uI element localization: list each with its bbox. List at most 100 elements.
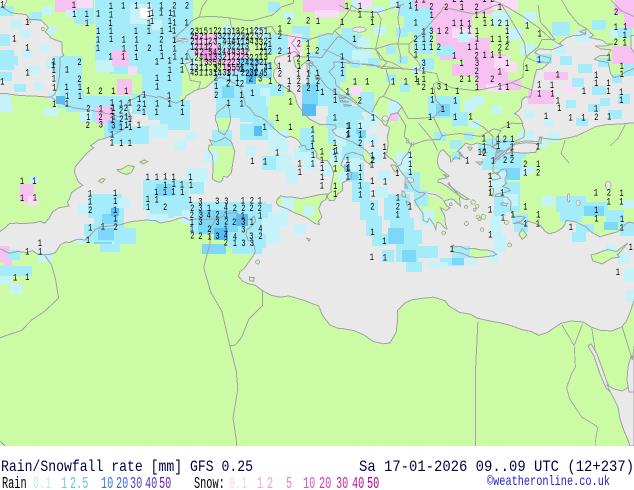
svg-text:1: 1 [209, 52, 213, 64]
svg-text:1: 1 [195, 36, 199, 48]
svg-text:2: 2 [607, 188, 611, 200]
svg-text:1: 1 [557, 103, 561, 115]
svg-text:1: 1 [168, 65, 172, 77]
svg-text:4: 4 [258, 224, 262, 236]
svg-text:2: 2 [236, 31, 240, 43]
svg-text:2: 2 [194, 42, 198, 54]
svg-text:1: 1 [185, 0, 189, 4]
svg-text:1: 1 [38, 246, 42, 258]
svg-text:1: 1 [383, 176, 387, 188]
svg-text:1: 1 [488, 230, 492, 242]
svg-text:1: 1 [240, 98, 244, 110]
svg-text:1: 1 [190, 224, 194, 236]
svg-text:2: 2 [437, 42, 441, 54]
svg-text:1: 1 [109, 0, 113, 3]
svg-text:1: 1 [134, 26, 138, 38]
svg-text:2: 2 [250, 31, 254, 43]
svg-text:1: 1 [65, 98, 69, 110]
svg-text:1: 1 [491, 155, 495, 167]
svg-text:2: 2 [241, 31, 245, 43]
svg-text:1: 1 [167, 73, 171, 85]
svg-text:4: 4 [218, 68, 222, 80]
svg-text:2: 2 [224, 217, 228, 229]
svg-text:5: 5 [208, 47, 212, 59]
svg-text:1: 1 [51, 60, 55, 72]
svg-text:1: 1 [20, 176, 24, 188]
svg-text:2: 2 [263, 42, 267, 54]
svg-text:3: 3 [224, 196, 228, 208]
svg-text:2: 2 [278, 46, 282, 58]
svg-text:1: 1 [268, 61, 272, 73]
svg-text:1: 1 [188, 195, 192, 207]
svg-text:1: 1 [510, 141, 514, 153]
svg-text:1: 1 [483, 50, 487, 62]
svg-text:1: 1 [241, 62, 245, 74]
svg-text:1: 1 [453, 112, 457, 124]
svg-text:5: 5 [204, 26, 208, 38]
svg-text:5: 5 [213, 57, 217, 69]
svg-text:1: 1 [172, 26, 176, 38]
svg-text:1: 1 [496, 141, 500, 153]
svg-text:2: 2 [114, 222, 118, 234]
svg-text:1: 1 [250, 156, 254, 168]
svg-text:2: 2 [215, 209, 219, 221]
svg-text:1: 1 [146, 202, 150, 214]
svg-text:2: 2 [258, 203, 262, 215]
svg-text:2: 2 [214, 90, 218, 102]
svg-text:1: 1 [223, 26, 227, 38]
svg-text:2: 2 [594, 112, 598, 124]
svg-text:1: 1 [607, 52, 611, 64]
svg-text:2: 2 [498, 42, 502, 54]
svg-text:3: 3 [245, 41, 249, 53]
svg-text:1: 1 [450, 244, 454, 256]
svg-text:1: 1 [108, 18, 112, 30]
svg-text:1: 1 [320, 155, 324, 167]
svg-text:2: 2 [124, 103, 128, 115]
svg-text:2: 2 [190, 210, 194, 222]
svg-text:1: 1 [287, 46, 291, 58]
svg-text:1: 1 [488, 171, 492, 183]
svg-text:1: 1 [134, 0, 138, 4]
svg-text:1: 1 [556, 95, 560, 107]
svg-text:1: 1 [110, 98, 114, 110]
svg-text:1: 1 [227, 36, 231, 48]
svg-text:1: 1 [408, 201, 412, 213]
svg-text:1: 1 [306, 46, 310, 58]
svg-text:1: 1 [334, 145, 338, 157]
svg-text:3: 3 [241, 224, 245, 236]
svg-text:2: 2 [505, 42, 509, 54]
svg-text:1: 1 [268, 76, 272, 88]
svg-text:1: 1 [298, 167, 302, 179]
svg-text:1: 1 [86, 85, 90, 97]
svg-text:1: 1 [185, 51, 189, 63]
svg-text:1: 1 [370, 227, 374, 239]
svg-text:2: 2 [232, 217, 236, 229]
svg-text:1: 1 [441, 104, 445, 116]
svg-text:1: 1 [188, 172, 192, 184]
svg-text:1: 1 [154, 187, 158, 199]
svg-text:1: 1 [333, 112, 337, 124]
svg-text:2: 2 [185, 0, 189, 12]
svg-text:4: 4 [218, 57, 222, 69]
svg-text:1: 1 [346, 172, 350, 184]
svg-text:1: 1 [199, 41, 203, 53]
svg-text:1: 1 [429, 42, 433, 54]
svg-text:4: 4 [224, 203, 228, 215]
svg-text:1: 1 [119, 98, 123, 110]
svg-text:1: 1 [459, 18, 463, 30]
svg-text:1: 1 [408, 150, 412, 162]
svg-text:2: 2 [475, 2, 479, 14]
svg-text:1: 1 [172, 17, 176, 29]
svg-text:1: 1 [594, 103, 598, 115]
svg-text:1: 1 [594, 213, 598, 225]
svg-text:3: 3 [250, 62, 254, 74]
svg-text:1: 1 [33, 193, 37, 205]
svg-text:1: 1 [264, 26, 268, 38]
svg-text:1: 1 [224, 210, 228, 222]
svg-text:1: 1 [155, 56, 159, 68]
svg-text:2: 2 [241, 26, 245, 38]
svg-text:4: 4 [231, 37, 235, 49]
svg-text:1: 1 [88, 188, 92, 200]
svg-text:1: 1 [204, 37, 208, 49]
svg-text:1: 1 [109, 1, 113, 13]
